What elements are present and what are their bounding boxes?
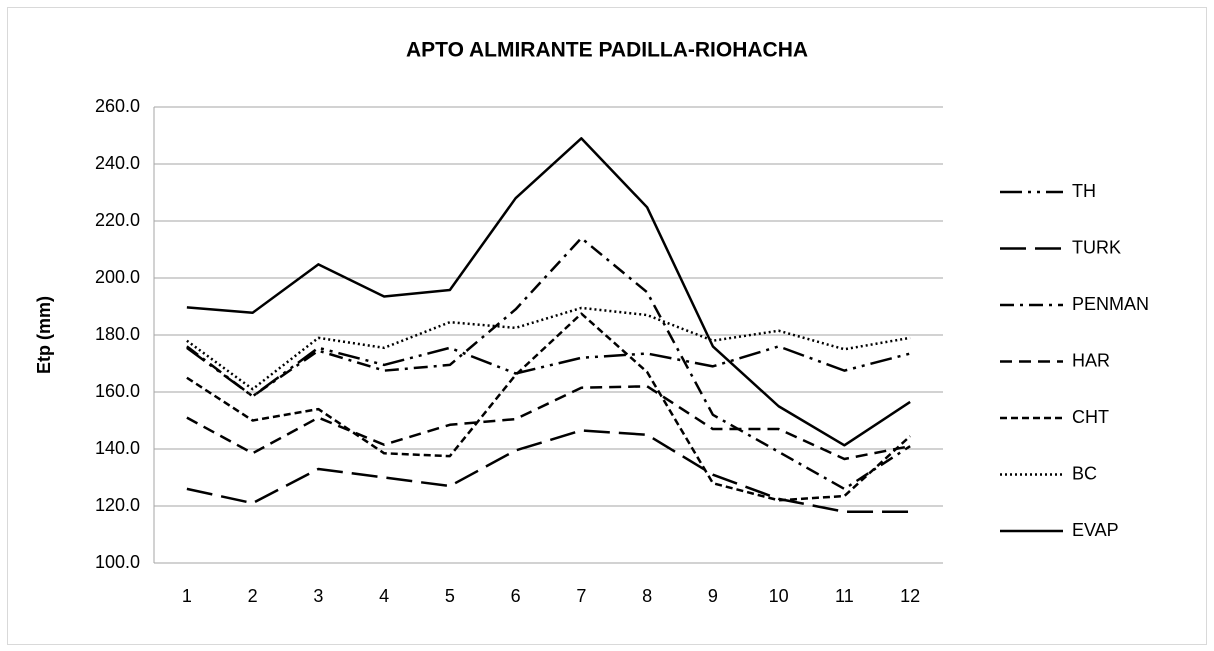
legend-label: TURK [1072, 237, 1121, 257]
data-line [186, 306, 911, 391]
legend-label: EVAP [1072, 520, 1119, 540]
data-line [186, 345, 911, 398]
x-tick-label: 11 [835, 586, 854, 606]
legend-label: HAR [1072, 350, 1110, 370]
legend-label: PENMAN [1072, 294, 1149, 314]
data-line [186, 236, 911, 491]
data-line [186, 385, 911, 461]
y-tick-label: 240.0 [95, 153, 140, 173]
y-tick-label: 200.0 [95, 267, 140, 287]
y-tick-label: 120.0 [95, 495, 140, 515]
chart-title: APTO ALMIRANTE PADILLA-RIOHACHA [406, 39, 808, 62]
y-tick-label: 220.0 [95, 210, 140, 230]
y-axis-label: Etp (mm) [34, 296, 54, 374]
legend-label: BC [1072, 463, 1097, 483]
chart-border [7, 7, 1207, 645]
legend-label: TH [1072, 181, 1096, 201]
data-line [186, 312, 911, 502]
x-tick-label: 10 [769, 586, 789, 606]
y-tick-label: 260.0 [95, 96, 140, 116]
x-tick-label: 1 [182, 586, 192, 606]
x-tick-label: 6 [511, 586, 521, 606]
x-tick-label: 3 [313, 586, 323, 606]
y-tick-label: 160.0 [95, 381, 140, 401]
x-tick-label: 4 [379, 586, 389, 606]
x-tick-label: 5 [445, 586, 455, 606]
legend-label: CHT [1072, 407, 1109, 427]
x-tick-label: 7 [576, 586, 586, 606]
x-tick-label: 2 [248, 586, 258, 606]
x-tick-label: 8 [642, 586, 652, 606]
x-tick-label: 9 [708, 586, 718, 606]
data-line [186, 429, 911, 513]
data-line [186, 137, 911, 447]
y-tick-label: 140.0 [95, 438, 140, 458]
y-tick-label: 100.0 [95, 552, 140, 572]
x-tick-label: 12 [900, 586, 920, 606]
y-tick-label: 180.0 [95, 324, 140, 344]
